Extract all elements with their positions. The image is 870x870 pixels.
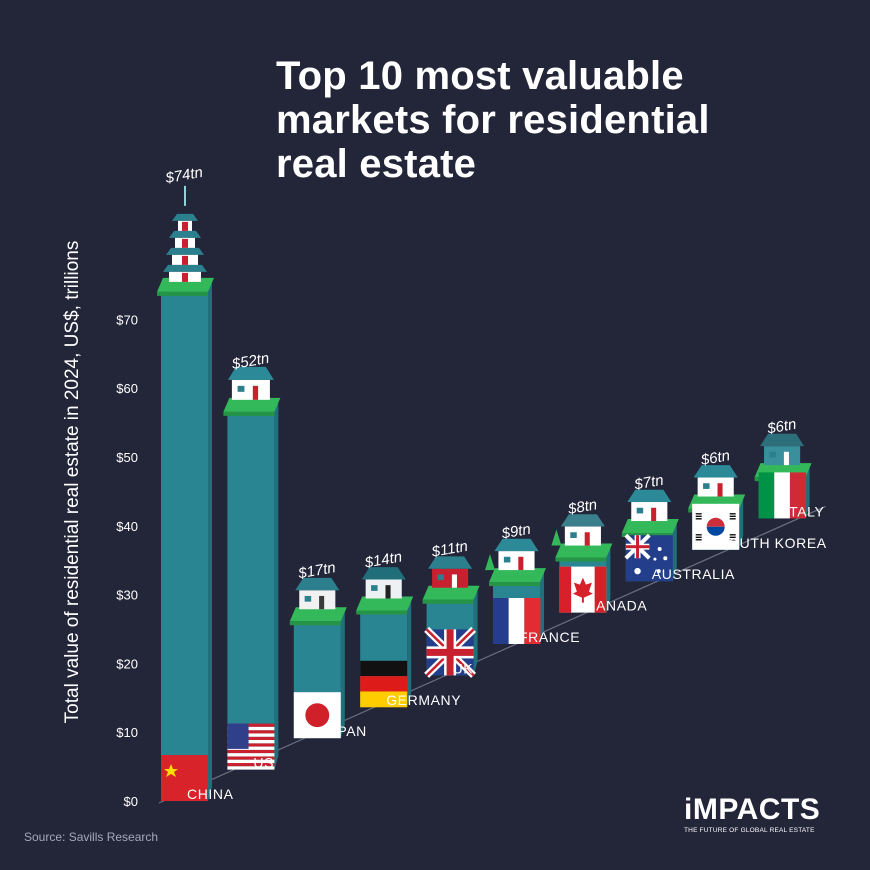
- brand-logo: iMPACTS THE FUTURE OF GLOBAL REAL ESTATE: [684, 793, 844, 835]
- south-korea-flag: [692, 503, 740, 550]
- value-label: $17tn: [296, 559, 337, 582]
- chart-title: Top 10 most valuable markets for residen…: [276, 54, 796, 186]
- y-tick-label: $50: [116, 450, 138, 465]
- bar-us: $52tn US: [223, 350, 281, 771]
- china-flag: [161, 755, 208, 801]
- value-label: $74tn: [163, 164, 204, 187]
- value-label: $6tn: [765, 416, 798, 438]
- bar-italy: $6tn ITALY: [754, 416, 825, 519]
- house-icon: [494, 538, 539, 571]
- uk-flag: [424, 626, 477, 678]
- category-label: UK: [453, 660, 474, 676]
- value-label: $9tn: [499, 521, 532, 543]
- title-line-3: real estate: [276, 142, 477, 186]
- australia-flag: [624, 533, 673, 582]
- bar-germany: $14tn GERMANY: [356, 548, 461, 708]
- value-label: $6tn: [699, 447, 732, 469]
- category-label: GERMANY: [386, 692, 461, 708]
- y-tick-label: $10: [116, 725, 138, 740]
- value-label: $11tn: [429, 538, 469, 561]
- category-label: CHINA: [187, 786, 234, 802]
- title-line-2: markets for residential: [276, 98, 710, 142]
- category-label: CANADA: [585, 598, 647, 614]
- japan-flag: [293, 692, 341, 739]
- villa-icon: [760, 433, 805, 466]
- bar-france: $9tn FRANCE: [489, 521, 580, 645]
- y-tick-label: $30: [116, 588, 138, 603]
- brick-house-icon: [428, 556, 473, 588]
- bar-uk: $11tn UK: [422, 538, 480, 678]
- y-tick-label: $40: [116, 519, 138, 534]
- bungalow-icon: [627, 489, 672, 522]
- source-note: Source: Savills Research: [24, 830, 159, 844]
- y-tick-label: $20: [116, 656, 138, 671]
- house-icon: [227, 366, 274, 400]
- value-label: $14tn: [362, 548, 403, 571]
- value-label: $52tn: [230, 350, 271, 373]
- canada-flag: [559, 566, 607, 613]
- category-label: ITALY: [785, 503, 825, 519]
- us-flag: [227, 723, 275, 770]
- category-label: FRANCE: [519, 629, 580, 645]
- bar-china: $74tn CHINA: [157, 164, 234, 802]
- brand-tagline: THE FUTURE OF GLOBAL REAL ESTATE: [684, 827, 815, 834]
- bar-canada: $8tn CANADA: [555, 496, 647, 614]
- tree-icon: [551, 529, 562, 546]
- y-tick-label: $60: [116, 381, 138, 396]
- y-tick-label: $70: [116, 312, 138, 327]
- tudor-house-icon: [361, 567, 406, 599]
- bar-australia: $7tn AUSTRALIA: [621, 472, 735, 582]
- value-label: $7tn: [632, 472, 665, 494]
- bar-japan: $17tn JAPAN: [289, 559, 367, 739]
- category-label: AUSTRALIA: [652, 566, 735, 582]
- pagoda-icon: [163, 185, 207, 282]
- category-label: JAPAN: [320, 723, 367, 739]
- y-tick-label: $0: [124, 794, 138, 809]
- category-label: SOUTH KOREA: [718, 535, 827, 551]
- barn-house-icon: [560, 514, 605, 546]
- tree-icon: [485, 554, 495, 571]
- germany-flag: [360, 660, 408, 708]
- house-icon: [693, 465, 738, 497]
- brand-name: iMPACTS: [684, 793, 821, 826]
- bar-south-korea: $6tn SOUTH KOREA: [688, 447, 827, 551]
- italy-flag: [758, 472, 807, 519]
- japanese-house-icon: [295, 577, 340, 610]
- value-label: $8tn: [566, 496, 599, 518]
- title-line-1: Top 10 most valuable: [276, 54, 684, 98]
- france-flag: [493, 598, 541, 644]
- category-label: US: [253, 755, 274, 771]
